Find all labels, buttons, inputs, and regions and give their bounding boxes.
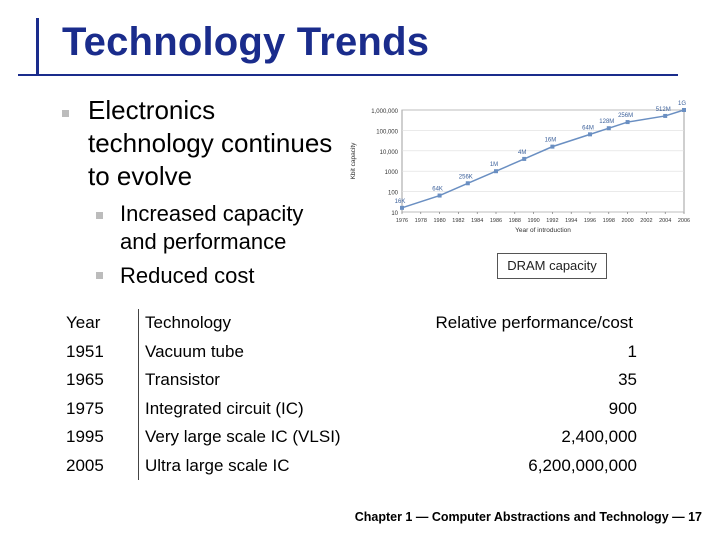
data-point <box>682 108 686 112</box>
data-point <box>437 193 442 198</box>
data-point <box>522 156 527 161</box>
cell-technology: Ultra large scale IC <box>138 451 425 480</box>
x-tick-label: 1990 <box>527 218 539 224</box>
cell-technology: Transistor <box>138 366 425 395</box>
x-tick-label: 1996 <box>584 218 596 224</box>
cell-relative-performance: 900 <box>608 398 637 418</box>
y-tick-label: 100,000 <box>376 129 398 135</box>
bullet-square-icon <box>96 272 103 279</box>
cell-relative-performance: 6,200,000,000 <box>528 455 637 475</box>
x-tick-label: 1998 <box>603 218 615 224</box>
chart-svg: 10 100 1000 10,000 100,000 1,000,000 1976 1978 1… <box>350 101 690 234</box>
cell-year: 2005 <box>66 455 104 475</box>
table-row: 1975 Integrated circuit (IC) 900 <box>60 394 657 423</box>
data-point-label: 512M <box>656 107 671 113</box>
x-tick-label: 2000 <box>621 218 633 224</box>
table-row: 1995 Very large scale IC (VLSI) 2,400,000 <box>60 423 657 452</box>
x-tick-label: 1984 <box>471 218 483 224</box>
cell-technology: Very large scale IC (VLSI) <box>138 423 425 452</box>
x-tick-label: 1980 <box>433 218 445 224</box>
table-row: 1965 Transistor 35 <box>60 366 657 395</box>
sub-bullet-capacity: Increased capacity and performance <box>120 201 304 254</box>
cell-relative-performance: 1 <box>627 341 637 361</box>
data-point-label: 128M <box>599 119 614 125</box>
plot-frame <box>401 109 685 213</box>
dram-capacity-chart: 10 100 1000 10,000 100,000 1,000,000 1976 1978 1… <box>340 98 705 238</box>
slide-footer: Chapter 1 — Computer Abstractions and Te… <box>354 510 702 524</box>
cell-technology: Integrated circuit (IC) <box>138 394 425 423</box>
x-tick-label: 2004 <box>659 218 671 224</box>
data-point <box>550 144 555 149</box>
sub-bullet-cost: Reduced cost <box>120 263 255 288</box>
data-point <box>465 181 470 186</box>
dram-capacity-line <box>401 109 685 209</box>
x-tick-label: 1994 <box>565 218 577 224</box>
cell-relative-performance: 35 <box>618 370 637 390</box>
data-point-label: 4M <box>518 150 526 156</box>
header-relative-performance: Relative performance/cost <box>435 313 633 333</box>
data-point-label: 1M <box>490 162 498 168</box>
y-axis-label: Kbit capacity <box>350 142 357 180</box>
header-technology: Technology <box>138 309 425 338</box>
y-tick-label: 10 <box>391 211 398 217</box>
data-point-label: 256K <box>459 174 473 180</box>
data-point-label: 16M <box>545 138 557 144</box>
cell-year: 1995 <box>66 427 104 447</box>
cell-year: 1951 <box>66 341 104 361</box>
x-tick-label: 1992 <box>546 218 558 224</box>
performance-table: Year Technology Relative performance/cost 1… <box>60 309 657 480</box>
table-row: 1951 Vacuum tube 1 <box>60 337 657 366</box>
x-tick-label: 1986 <box>490 218 502 224</box>
header-year: Year <box>66 313 101 333</box>
main-bullet-text: Electronics technology continues to evol… <box>88 95 333 191</box>
title-vertical-rule <box>36 18 39 76</box>
x-tick-label: 2002 <box>640 218 652 224</box>
cell-technology: Vacuum tube <box>138 337 425 366</box>
data-point <box>606 126 611 131</box>
table-row: 2005 Ultra large scale IC 6,200,000,000 <box>60 451 657 480</box>
x-axis-label: Year of introduction <box>515 227 571 234</box>
y-tick-label: 10,000 <box>380 150 399 156</box>
data-point-label: 64K <box>432 187 443 193</box>
data-point <box>625 120 630 125</box>
x-tick-label: 2006 <box>678 218 690 224</box>
slide-title: Technology Trends <box>62 20 430 64</box>
data-point-label: 256M <box>618 113 633 119</box>
x-tick-label: 1988 <box>509 218 521 224</box>
data-point <box>400 205 404 210</box>
data-point-label: 1G <box>678 101 686 107</box>
chart-caption: DRAM capacity <box>497 253 607 279</box>
cell-year: 1965 <box>66 370 104 390</box>
title-horizontal-rule <box>18 74 678 76</box>
data-point <box>494 169 498 174</box>
y-tick-label: 1,000,000 <box>371 109 398 115</box>
cell-relative-performance: 2,400,000 <box>561 427 637 447</box>
table-header-row: Year Technology Relative performance/cost <box>60 309 657 338</box>
bullet-square-icon <box>96 212 103 219</box>
x-tick-label: 1982 <box>452 218 464 224</box>
x-tick-label: 1978 <box>415 218 427 224</box>
y-tick-label: 1000 <box>385 170 399 176</box>
cell-year: 1975 <box>66 398 104 418</box>
data-point <box>588 132 592 137</box>
x-tick-label: 1976 <box>396 218 408 224</box>
bullet-square-icon <box>62 110 69 117</box>
y-tick-label: 100 <box>388 191 399 197</box>
data-point <box>663 113 668 118</box>
data-point-label: 16K <box>395 199 406 205</box>
data-point-label: 64M <box>582 125 594 131</box>
